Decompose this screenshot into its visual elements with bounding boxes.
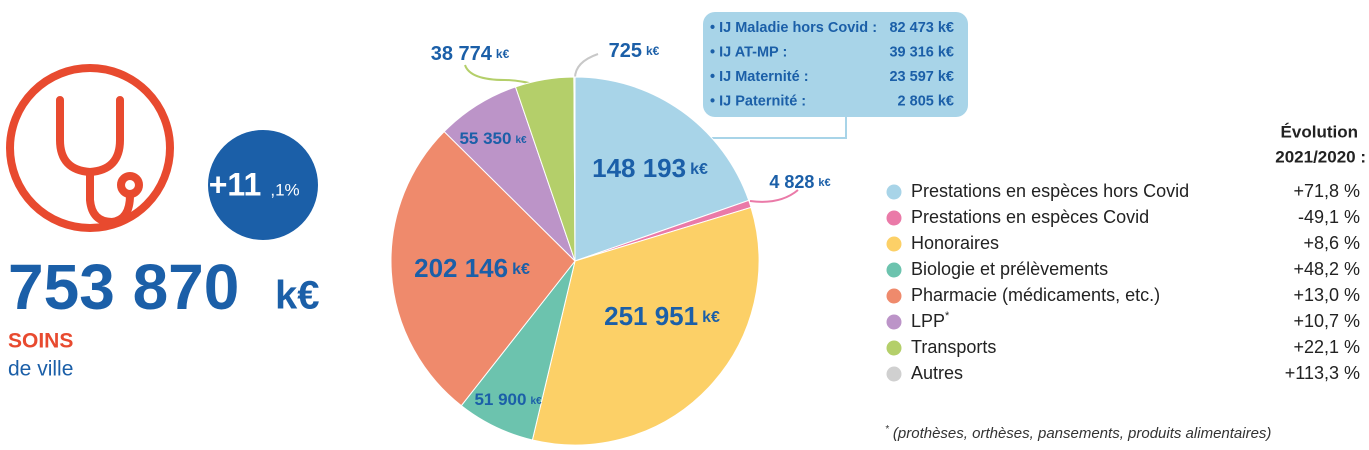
legend-swatch bbox=[886, 210, 902, 226]
legend-swatch bbox=[886, 236, 902, 252]
value-number: 55 350 bbox=[459, 129, 511, 148]
breakdown-value: 23 597 k€ bbox=[889, 69, 954, 85]
evolution-label: +48,2 % bbox=[1293, 259, 1360, 279]
legend-text: Pharmacie (médicaments, etc.) bbox=[911, 285, 1160, 305]
breakdown-value: 2 805 k€ bbox=[898, 93, 954, 109]
legend-label: LPP* bbox=[911, 310, 950, 331]
footnote-text: (prothèses, orthèses, pansements, produi… bbox=[893, 425, 1272, 442]
pie-slice bbox=[531, 206, 760, 446]
breakdown-value: 39 316 k€ bbox=[889, 44, 954, 60]
leader-line bbox=[749, 189, 799, 203]
value-label: 38 774 k€ bbox=[431, 43, 510, 65]
value-number: 4 828 bbox=[769, 172, 814, 192]
total-unit: k€ bbox=[275, 274, 320, 318]
pie-slice bbox=[574, 76, 750, 262]
legend-marker: * bbox=[945, 310, 950, 322]
legend-text: Honoraires bbox=[911, 233, 999, 253]
value-number: 51 900 bbox=[474, 390, 526, 409]
legend-swatch bbox=[886, 184, 902, 200]
legend-swatch bbox=[886, 314, 902, 330]
value-number: 725 bbox=[609, 40, 642, 62]
value-label: 51 900 k€ bbox=[474, 390, 542, 409]
evolution-label: +22,1 % bbox=[1293, 337, 1360, 357]
legend-label: Prestations en espèces hors Covid bbox=[911, 181, 1189, 201]
footnote: * (prothèses, orthèses, pansements, produ… bbox=[885, 424, 1271, 442]
growth-decimal: ,1% bbox=[270, 180, 299, 199]
legend-label: Prestations en espèces Covid bbox=[911, 207, 1149, 227]
value-unit: k€ bbox=[515, 135, 527, 146]
breakdown-label: • IJ Paternité : bbox=[710, 93, 806, 109]
value-unit: k€ bbox=[818, 177, 830, 189]
legend-label: Biologie et prélèvements bbox=[911, 259, 1108, 279]
breakdown-label: • IJ Maladie hors Covid : bbox=[710, 20, 877, 36]
value-number: 148 193 bbox=[592, 153, 686, 183]
footnote-marker: * bbox=[885, 424, 890, 435]
evolution-label: +10,7 % bbox=[1293, 311, 1360, 331]
growth: +11 bbox=[209, 166, 262, 202]
stethoscope-icon bbox=[6, 64, 174, 232]
legend-label: Pharmacie (médicaments, etc.) bbox=[911, 285, 1160, 305]
value-label: 725 k€ bbox=[609, 40, 660, 62]
legend-text: Prestations en espèces Covid bbox=[911, 207, 1149, 227]
value-unit: k€ bbox=[496, 47, 510, 61]
legend-swatch bbox=[886, 340, 902, 356]
legend-swatch bbox=[886, 366, 902, 382]
legend-text: Prestations en espèces hors Covid bbox=[911, 181, 1189, 201]
legend-text: Transports bbox=[911, 337, 996, 357]
breakdown-value: 82 473 k€ bbox=[889, 20, 954, 36]
legend-swatch bbox=[886, 262, 902, 278]
value-label: 4 828 k€ bbox=[769, 172, 830, 192]
value-number: 202 146 bbox=[414, 253, 508, 283]
legend-text: Autres bbox=[911, 363, 963, 383]
total: 753 870 bbox=[8, 251, 239, 323]
legend-label: Honoraires bbox=[911, 233, 999, 253]
value-number: 38 774 bbox=[431, 43, 493, 65]
value-label: 251 951 k€ bbox=[604, 301, 720, 331]
title: SOINS bbox=[8, 330, 73, 353]
value-unit: k€ bbox=[530, 396, 542, 407]
callout-pointer bbox=[706, 115, 847, 139]
value-number: 251 951 bbox=[604, 301, 698, 331]
evolution-label: +113,3 % bbox=[1285, 363, 1360, 383]
legend-label: Transports bbox=[911, 337, 996, 357]
legend-text: LPP bbox=[911, 311, 945, 331]
legend-text: Biologie et prélèvements bbox=[911, 259, 1108, 279]
value-unit: k€ bbox=[702, 309, 720, 326]
legend-swatch bbox=[886, 288, 902, 304]
evolution-label: +71,8 % bbox=[1293, 181, 1360, 201]
value-unit: k€ bbox=[646, 44, 660, 58]
value-label: 148 193 k€ bbox=[592, 153, 708, 183]
breakdown-label: • IJ AT-MP : bbox=[710, 44, 787, 60]
evolution-label: +8,6 % bbox=[1303, 233, 1360, 253]
value-label: 55 350 k€ bbox=[459, 129, 527, 148]
leader-line bbox=[574, 53, 599, 79]
value-unit: k€ bbox=[690, 161, 708, 178]
pie-slice bbox=[390, 130, 576, 407]
breakdown-label: • IJ Maternité : bbox=[710, 69, 809, 85]
pie-slice bbox=[573, 76, 576, 262]
growth-badge bbox=[208, 130, 318, 240]
pie bbox=[390, 76, 760, 446]
evolution-label: -49,1 % bbox=[1298, 207, 1360, 227]
callout-box bbox=[703, 12, 968, 117]
value-label: 202 146 k€ bbox=[414, 253, 530, 283]
legend-label: Autres bbox=[911, 363, 963, 383]
evolution-title: Évolution bbox=[1281, 122, 1358, 141]
value-unit: k€ bbox=[512, 261, 530, 278]
evolution-label: +13,0 % bbox=[1293, 285, 1360, 305]
evolution-title: 2021/2020 : bbox=[1275, 147, 1366, 166]
subtitle: de ville bbox=[8, 358, 73, 381]
